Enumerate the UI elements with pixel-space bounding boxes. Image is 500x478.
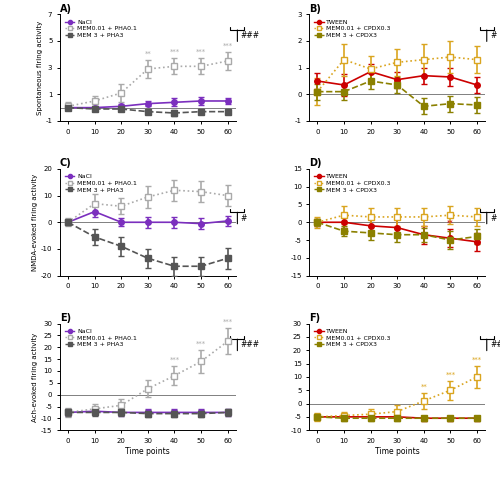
Text: **: **: [447, 220, 454, 226]
Text: F): F): [310, 313, 320, 323]
Text: ***: ***: [472, 357, 482, 363]
Text: D): D): [310, 158, 322, 168]
Text: #: #: [490, 31, 496, 40]
Text: ###: ###: [241, 31, 260, 40]
Legend: NaCl, MEM0.01 + PHA0.1, MEM 3 + PHA3: NaCl, MEM0.01 + PHA0.1, MEM 3 + PHA3: [63, 326, 138, 349]
Legend: TWEEN, MEM0.01 + CPDX0.3, MEM 3 + CPDX3: TWEEN, MEM0.01 + CPDX0.3, MEM 3 + CPDX3: [312, 18, 392, 40]
X-axis label: Time points: Time points: [126, 446, 170, 456]
Text: ###: ###: [241, 340, 260, 349]
Text: E): E): [60, 313, 71, 323]
Y-axis label: Spontaneous firing activity: Spontaneous firing activity: [36, 21, 43, 115]
Text: ***: ***: [222, 43, 232, 48]
Text: **: **: [144, 51, 151, 56]
Legend: TWEEN, MEM0.01 + CPDX0.3, MEM 3 + CPDX3: TWEEN, MEM0.01 + CPDX0.3, MEM 3 + CPDX3: [312, 326, 392, 349]
Text: ***: ***: [196, 340, 206, 347]
Text: A): A): [60, 3, 72, 13]
Text: #: #: [490, 214, 496, 222]
Text: ***: ***: [170, 357, 179, 363]
Text: ***: ***: [446, 372, 456, 378]
Legend: TWEEN, MEM0.01 + CPDX0.3, MEM 3 + CPDX3: TWEEN, MEM0.01 + CPDX0.3, MEM 3 + CPDX3: [312, 172, 392, 195]
Y-axis label: NMDA-evoked firing activity: NMDA-evoked firing activity: [32, 174, 38, 271]
Text: ***: ***: [170, 49, 179, 55]
X-axis label: Time points: Time points: [375, 446, 420, 456]
Text: C): C): [60, 158, 72, 168]
Text: #: #: [241, 214, 248, 222]
Legend: NaCl, MEM0.01 + PHA0.1, MEM 3 + PHA3: NaCl, MEM0.01 + PHA0.1, MEM 3 + PHA3: [63, 172, 138, 195]
Text: ###: ###: [490, 340, 500, 349]
Text: ***: ***: [222, 319, 232, 325]
Legend: NaCl, MEM0.01 + PHA0.1, MEM 3 + PHA3: NaCl, MEM0.01 + PHA0.1, MEM 3 + PHA3: [63, 18, 138, 40]
Text: ***: ***: [196, 49, 206, 55]
Y-axis label: Ach-evoked firing activity: Ach-evoked firing activity: [32, 332, 38, 422]
Text: **: **: [420, 384, 427, 390]
Text: B): B): [310, 3, 322, 13]
